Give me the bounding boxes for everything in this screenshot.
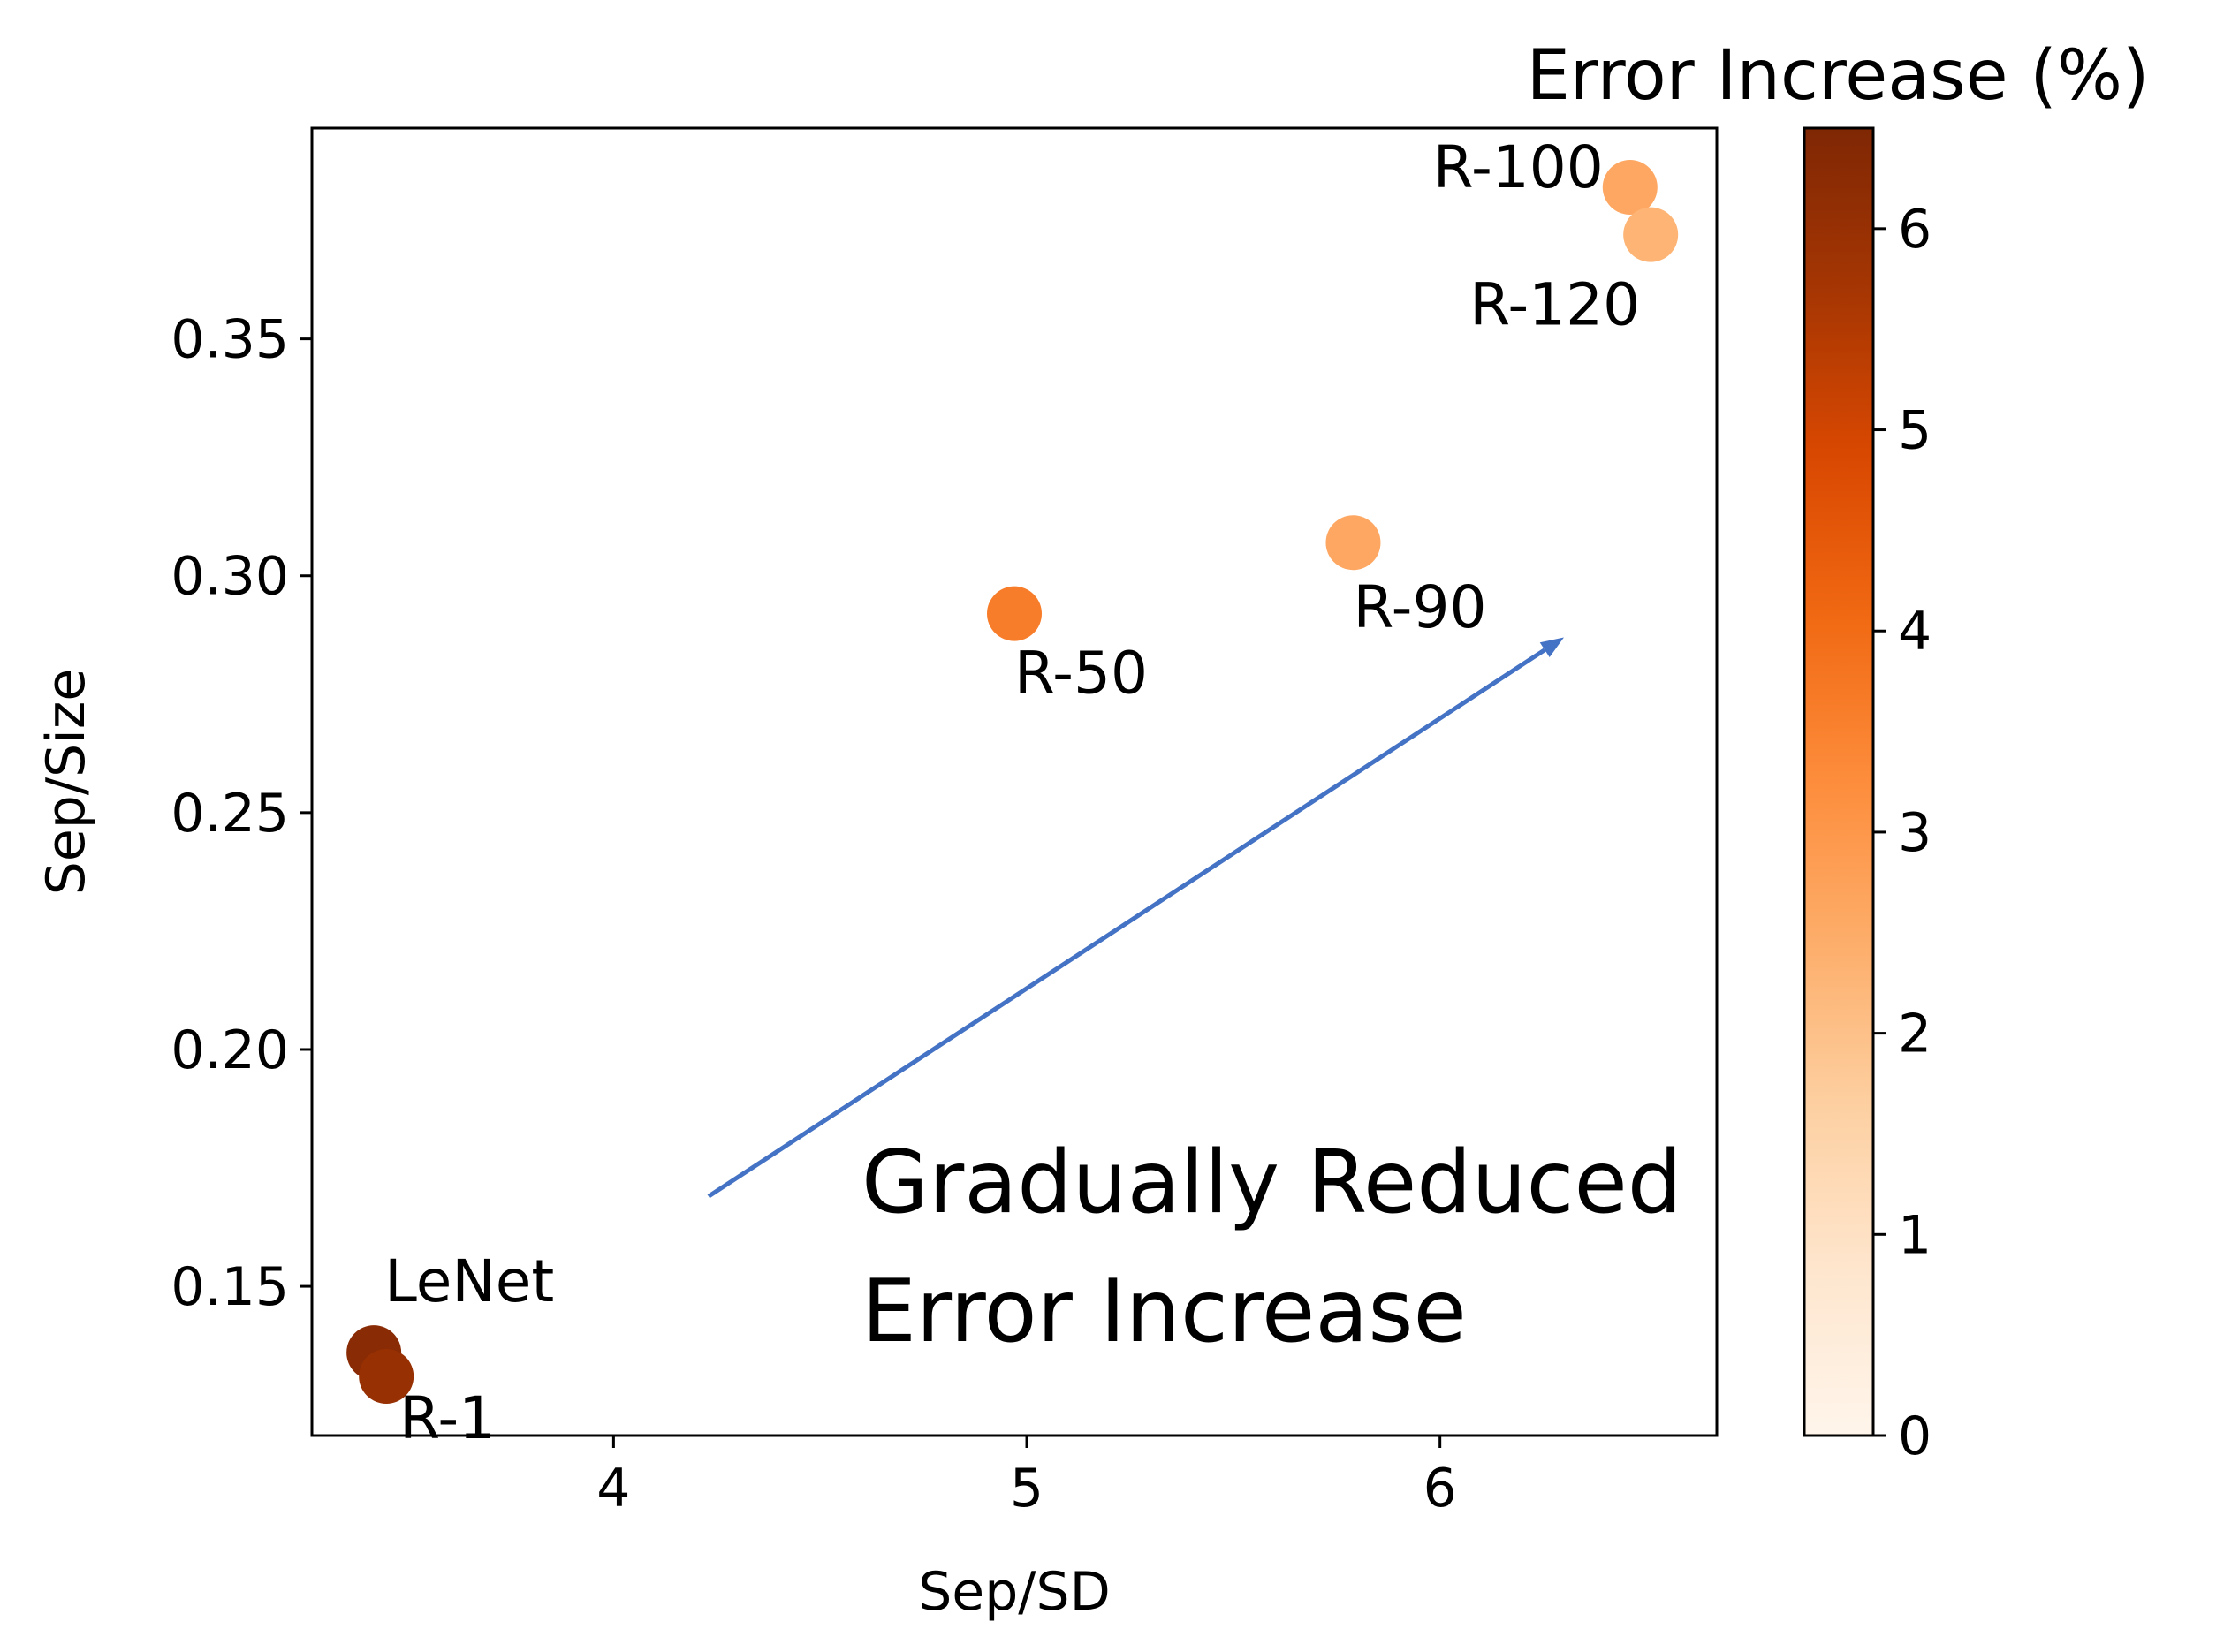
scatter-points — [346, 160, 1679, 1404]
y-tick-label: 0.25 — [171, 783, 289, 845]
point-label-r-1: R-1 — [399, 1384, 496, 1452]
colorbar-tick-label: 4 — [1898, 601, 1932, 663]
trend-arrow — [707, 637, 1564, 1199]
annotation-line: Gradually Reduced — [861, 1133, 1682, 1233]
x-axis-ticks: 4 5 6 — [596, 1436, 1457, 1519]
colorbar-title: Error Increase (%) — [1527, 36, 2150, 116]
x-tick-label: 5 — [1010, 1458, 1044, 1519]
trend-arrow-shaft — [707, 648, 1546, 1199]
point-labels: LeNet R-1 R-50 R-90 R-100 R-120 — [384, 133, 1640, 1452]
y-tick-label: 0.15 — [171, 1256, 289, 1318]
colorbar-tick-label: 2 — [1898, 1004, 1932, 1065]
colorbar: 0 1 2 3 4 5 6 Error Increase (%) — [1527, 36, 2150, 1467]
colorbar-tick-label: 3 — [1898, 802, 1932, 864]
colorbar-tick-label: 6 — [1898, 199, 1932, 261]
y-axis-ticks: 0.15 0.20 0.25 0.30 0.35 — [171, 309, 312, 1318]
trend-arrow-head — [1539, 637, 1564, 658]
point-label-r-90: R-90 — [1353, 573, 1486, 641]
x-tick-label: 6 — [1423, 1458, 1457, 1519]
scatter-point-r-90 — [1325, 515, 1381, 571]
y-tick-label: 0.20 — [171, 1019, 289, 1081]
plot-area: 4 5 6 0.15 0.20 0.25 0.30 0.35 LeNet R-1 R-50 R-9… — [171, 126, 1719, 1519]
colorbar-ticks: 0 1 2 3 4 5 6 — [1873, 199, 1932, 1467]
colorbar-gradient — [1803, 126, 1875, 1437]
scatter-point-r-120 — [1623, 207, 1679, 262]
y-tick-label: 0.35 — [171, 309, 289, 371]
annotation: Gradually Reduced Error Increase — [861, 1133, 1682, 1362]
y-tick-label: 0.30 — [171, 546, 289, 608]
x-axis-label: Sep/SD — [918, 1561, 1111, 1623]
point-label-r-100: R-100 — [1433, 133, 1604, 201]
scatter-point-r-100 — [1602, 160, 1658, 216]
point-label-r-120: R-120 — [1469, 271, 1640, 339]
y-axis-label: Sep/Size — [35, 669, 97, 895]
colorbar-tick-label: 0 — [1898, 1406, 1932, 1467]
colorbar-tick-label: 1 — [1898, 1204, 1932, 1266]
x-tick-label: 4 — [596, 1458, 630, 1519]
scatter-point-r-1 — [359, 1348, 414, 1404]
colorbar-tick-label: 5 — [1898, 400, 1932, 462]
point-label-lenet: LeNet — [384, 1247, 554, 1315]
point-label-r-50: R-50 — [1014, 640, 1148, 708]
scatter-point-r-50 — [987, 586, 1042, 641]
annotation-line: Error Increase — [861, 1262, 1467, 1362]
plot-frame — [310, 126, 1719, 1437]
